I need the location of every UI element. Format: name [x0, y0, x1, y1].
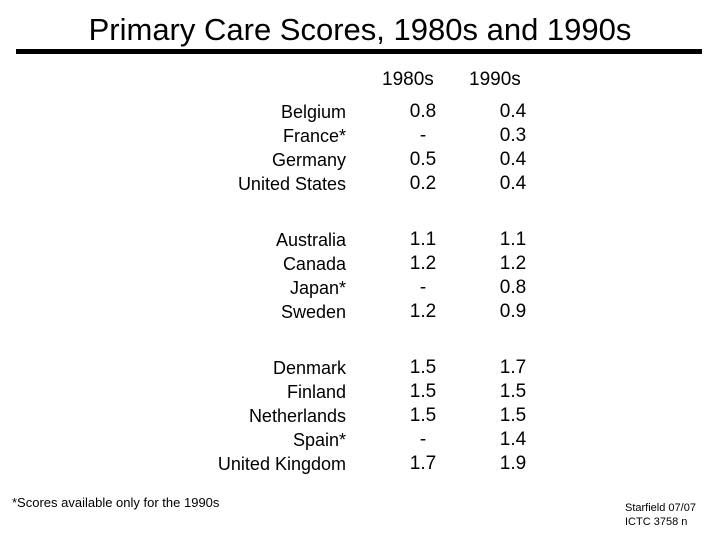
score-1990s: 0.3 — [499, 125, 527, 146]
column-header-1980s: 1980s — [382, 69, 434, 90]
score-1980s: - — [419, 277, 427, 298]
table-row: Australia 1.1 1.1 — [0, 228, 720, 252]
country-name: Canada — [282, 254, 346, 274]
score-1990s: 1.9 — [499, 453, 527, 474]
country-name: Sweden — [280, 302, 346, 322]
score-1990s: 1.2 — [499, 253, 527, 274]
credit-block: Starfield 07/07 ICTC 3758 n — [625, 501, 696, 529]
score-1990s: 0.4 — [499, 173, 527, 194]
country-name: United States — [237, 174, 346, 194]
score-1990s: 1.5 — [499, 381, 527, 402]
score-1990s: 1.7 — [499, 357, 527, 378]
table-row: United States 0.2 0.4 — [0, 172, 720, 196]
country-name: Denmark — [272, 358, 346, 378]
score-1980s: 1.5 — [409, 381, 437, 402]
table-row: Finland 1.5 1.5 — [0, 380, 720, 404]
score-1980s: 1.5 — [409, 405, 437, 426]
score-1980s: 1.5 — [409, 357, 437, 378]
score-1980s: 1.2 — [409, 301, 437, 322]
score-1980s: 0.8 — [409, 101, 437, 122]
table-row: Canada 1.2 1.2 — [0, 252, 720, 276]
country-name: Australia — [275, 230, 346, 250]
country-name: Spain* — [292, 430, 346, 450]
table-row: Denmark 1.5 1.7 — [0, 356, 720, 380]
country-name: Belgium — [280, 102, 346, 122]
footnote: *Scores available only for the 1990s — [12, 495, 220, 510]
title-underline — [16, 49, 702, 54]
credit-line-author: Starfield 07/07 — [625, 502, 696, 514]
country-name: Finland — [286, 382, 346, 402]
country-name: France* — [282, 126, 346, 146]
score-1980s: 1.1 — [409, 229, 437, 250]
table-row: Spain* - 1.4 — [0, 428, 720, 452]
country-name: Japan* — [289, 278, 346, 298]
score-1990s: 1.1 — [499, 229, 527, 250]
table-row: Netherlands 1.5 1.5 — [0, 404, 720, 428]
score-1980s: - — [419, 125, 427, 146]
score-1990s: 0.4 — [499, 149, 527, 170]
score-1990s: 1.5 — [499, 405, 527, 426]
table-row: Belgium 0.8 0.4 — [0, 100, 720, 124]
table-row: Sweden 1.2 0.9 — [0, 300, 720, 324]
score-1990s: 0.4 — [499, 101, 527, 122]
score-1990s: 0.8 — [499, 277, 527, 298]
credit-line-code: ICTC 3758 n — [625, 516, 688, 528]
table-row: United Kingdom 1.7 1.9 — [0, 452, 720, 476]
country-name: United Kingdom — [217, 454, 346, 474]
country-name: Germany — [271, 150, 346, 170]
score-1980s: - — [419, 429, 427, 450]
score-1980s: 0.5 — [409, 149, 437, 170]
country-name: Netherlands — [248, 406, 346, 426]
score-1980s: 1.7 — [409, 453, 437, 474]
score-1990s: 0.9 — [499, 301, 527, 322]
score-1990s: 1.4 — [499, 429, 527, 450]
table-row: France* - 0.3 — [0, 124, 720, 148]
column-header-1990s: 1990s — [469, 69, 521, 90]
page-title: Primary Care Scores, 1980s and 1990s — [88, 12, 632, 47]
table-row: Germany 0.5 0.4 — [0, 148, 720, 172]
table-row: Japan* - 0.8 — [0, 276, 720, 300]
score-1980s: 0.2 — [409, 173, 437, 194]
score-1980s: 1.2 — [409, 253, 437, 274]
